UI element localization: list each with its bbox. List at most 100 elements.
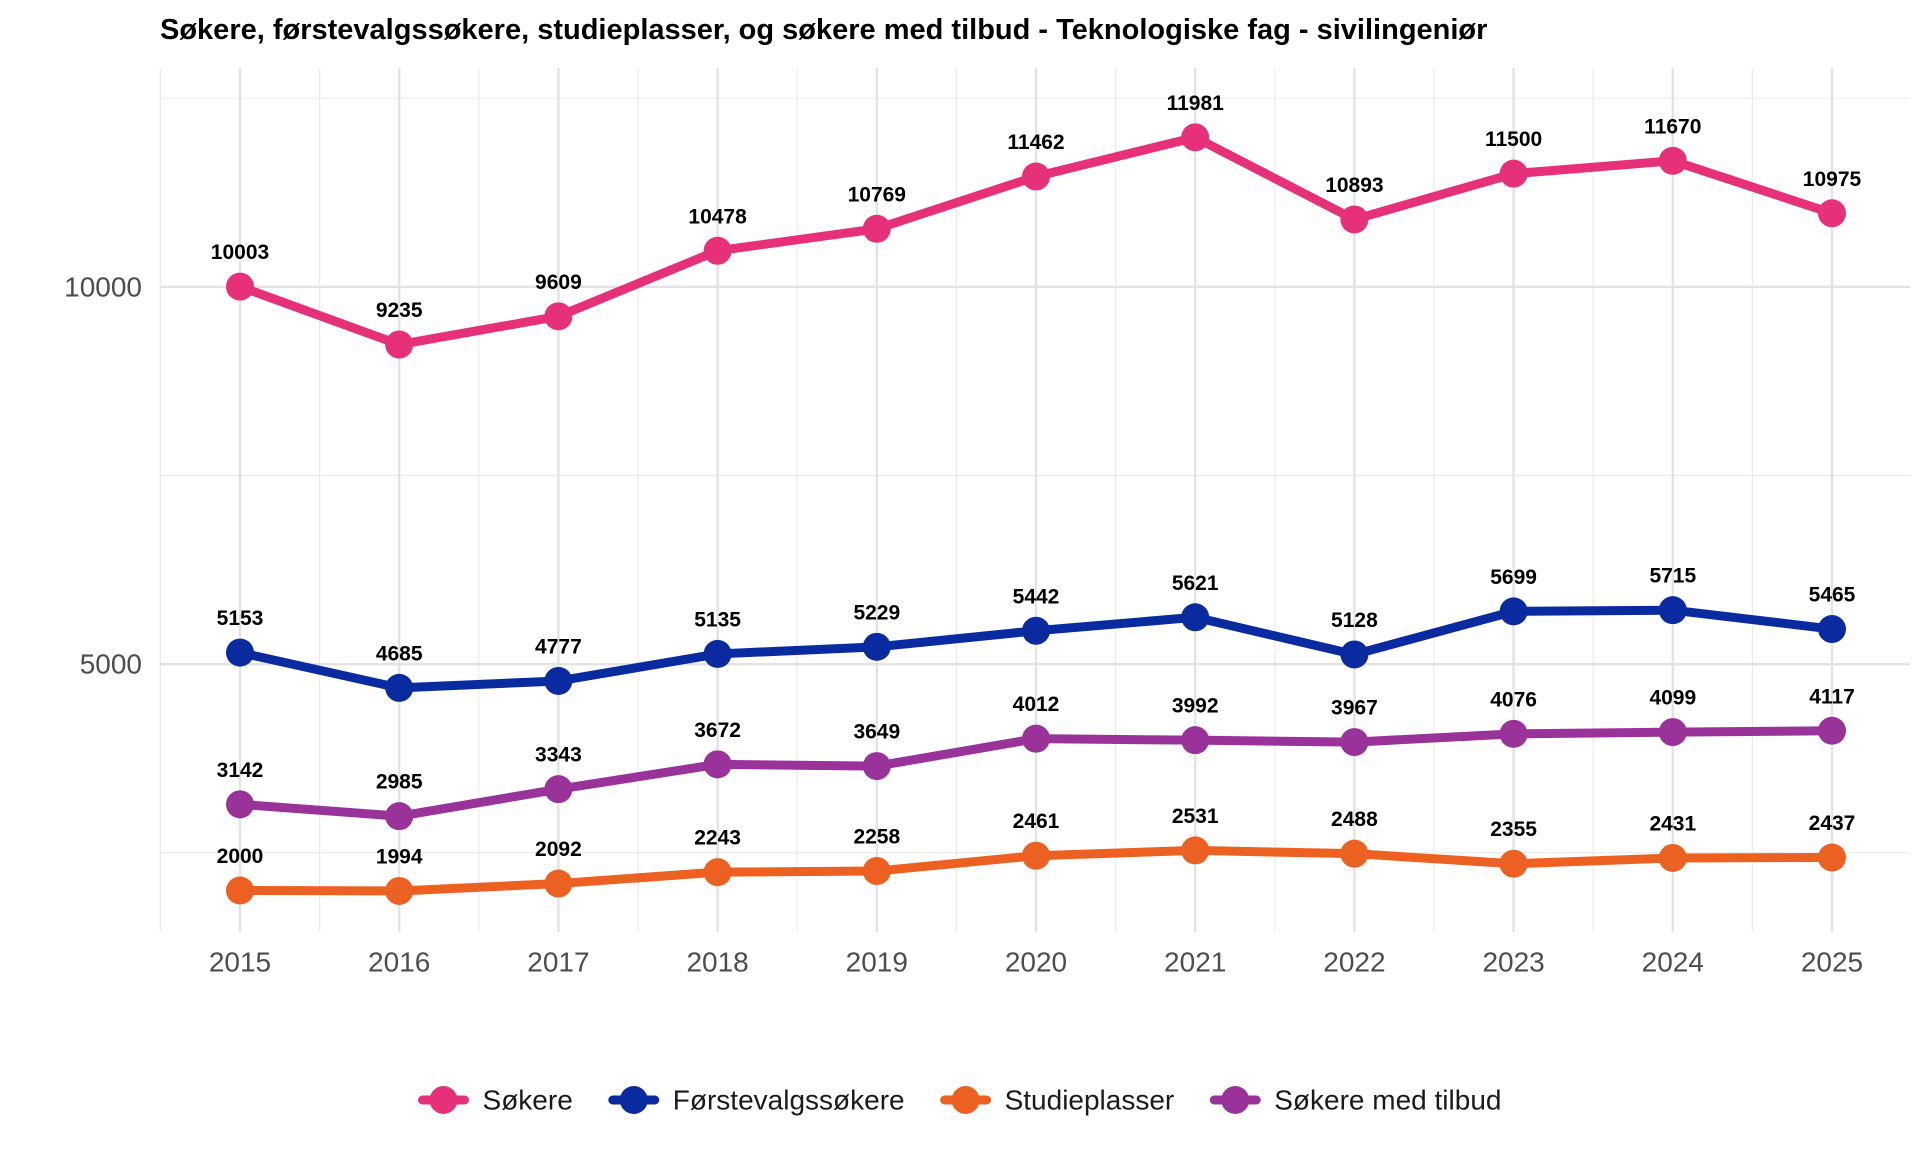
data-label: 4777 bbox=[535, 635, 582, 658]
data-label: 5128 bbox=[1331, 609, 1378, 632]
data-point bbox=[1022, 616, 1050, 645]
data-label: 2355 bbox=[1490, 818, 1537, 841]
data-label: 3992 bbox=[1172, 695, 1219, 718]
data-point bbox=[1022, 841, 1050, 870]
data-point bbox=[1818, 716, 1846, 745]
data-label: 11670 bbox=[1644, 115, 1701, 138]
data-point bbox=[1658, 146, 1687, 175]
legend-label: Studieplasser bbox=[1005, 1085, 1175, 1116]
data-point bbox=[1818, 615, 1846, 644]
data-point bbox=[862, 214, 891, 243]
data-point bbox=[1181, 726, 1210, 755]
data-point bbox=[544, 302, 573, 331]
data-label: 9235 bbox=[376, 299, 423, 322]
data-point bbox=[544, 869, 573, 898]
data-label: 10975 bbox=[1803, 168, 1862, 191]
data-point bbox=[544, 666, 573, 695]
legend: Søkere Førstevalgssøkere Studieplasser Søke… bbox=[418, 1085, 1501, 1116]
data-label: 4685 bbox=[376, 642, 423, 665]
x-tick-label: 2017 bbox=[527, 947, 589, 978]
series-0 bbox=[226, 123, 1846, 359]
data-label: 10893 bbox=[1325, 174, 1383, 197]
data-point bbox=[544, 775, 573, 804]
data-label: 5229 bbox=[853, 601, 900, 624]
data-point bbox=[703, 236, 732, 265]
data-label: 3343 bbox=[535, 744, 582, 767]
data-point bbox=[1181, 603, 1210, 632]
data-point bbox=[1818, 843, 1846, 872]
series-3 bbox=[226, 716, 1846, 831]
x-tick-label: 2018 bbox=[686, 947, 748, 978]
data-label: 11462 bbox=[1007, 131, 1064, 154]
data-point bbox=[703, 750, 732, 779]
x-axis: 2015 2016 2017 2018 2019 2020 2021 2022 2023 2024… bbox=[209, 947, 1863, 978]
data-point bbox=[385, 802, 414, 831]
x-tick-label: 2019 bbox=[846, 947, 908, 978]
data-label: 2531 bbox=[1172, 805, 1219, 828]
data-label: 11981 bbox=[1167, 92, 1225, 115]
data-label: 5135 bbox=[694, 608, 741, 631]
series-lines bbox=[226, 123, 1846, 905]
y-tick-label: 10000 bbox=[64, 271, 142, 302]
data-label: 2437 bbox=[1809, 812, 1856, 835]
data-label: 1994 bbox=[376, 845, 423, 868]
data-label: 2431 bbox=[1649, 812, 1696, 835]
legend-key-dot bbox=[429, 1086, 458, 1114]
data-point bbox=[1340, 205, 1369, 234]
data-point bbox=[1658, 596, 1687, 625]
series-2 bbox=[226, 836, 1846, 905]
legend-item-2: Studieplasser bbox=[940, 1085, 1175, 1116]
chart-title: Søkere, førstevalgssøkere, studieplasser… bbox=[160, 14, 1488, 46]
data-point bbox=[703, 858, 732, 887]
x-tick-label: 2015 bbox=[209, 947, 271, 978]
data-point bbox=[1499, 597, 1528, 626]
legend-item-0: Søkere bbox=[418, 1085, 573, 1116]
data-label: 3142 bbox=[217, 759, 264, 782]
data-point bbox=[1181, 123, 1210, 152]
data-label: 5442 bbox=[1013, 585, 1060, 608]
grid-lines bbox=[159, 68, 1910, 932]
series-1 bbox=[226, 596, 1846, 702]
data-point bbox=[862, 632, 891, 661]
data-point bbox=[226, 638, 254, 667]
data-label: 2000 bbox=[217, 845, 264, 868]
legend-item-3: Søkere med tilbud bbox=[1209, 1085, 1501, 1116]
data-point bbox=[1499, 719, 1528, 748]
x-tick-label: 2022 bbox=[1323, 947, 1385, 978]
data-point bbox=[1181, 836, 1210, 865]
data-label: 4117 bbox=[1809, 685, 1855, 708]
data-point bbox=[1499, 849, 1528, 878]
data-point bbox=[1340, 640, 1369, 669]
data-label: 2985 bbox=[376, 771, 423, 794]
data-point bbox=[226, 790, 254, 819]
legend-label: Søkere med tilbud bbox=[1274, 1085, 1501, 1116]
data-label: 5699 bbox=[1490, 566, 1537, 589]
legend-label: Førstevalgssøkere bbox=[673, 1085, 905, 1116]
data-label: 2092 bbox=[535, 838, 582, 861]
legend-label: Søkere bbox=[483, 1085, 573, 1116]
data-label: 3672 bbox=[694, 719, 741, 742]
data-label: 11500 bbox=[1485, 128, 1542, 151]
data-label: 5465 bbox=[1809, 584, 1856, 607]
data-label: 4012 bbox=[1013, 693, 1060, 716]
legend-key-dot bbox=[1221, 1086, 1250, 1114]
data-label: 3649 bbox=[853, 721, 900, 744]
data-point bbox=[1022, 162, 1050, 191]
data-point bbox=[1499, 159, 1528, 188]
data-point bbox=[226, 876, 254, 905]
data-label: 5153 bbox=[217, 607, 264, 630]
x-tick-label: 2020 bbox=[1005, 947, 1067, 978]
data-point bbox=[226, 272, 254, 301]
data-label: 2258 bbox=[853, 826, 900, 849]
data-label: 10478 bbox=[688, 205, 747, 228]
data-point bbox=[1658, 718, 1687, 747]
data-point bbox=[1022, 724, 1050, 753]
legend-key-dot bbox=[951, 1086, 980, 1114]
data-label: 2461 bbox=[1013, 810, 1060, 833]
data-point bbox=[1818, 199, 1846, 228]
data-point bbox=[862, 752, 891, 781]
data-label: 5621 bbox=[1172, 572, 1219, 595]
data-point bbox=[703, 639, 732, 668]
data-label: 2243 bbox=[694, 827, 741, 850]
